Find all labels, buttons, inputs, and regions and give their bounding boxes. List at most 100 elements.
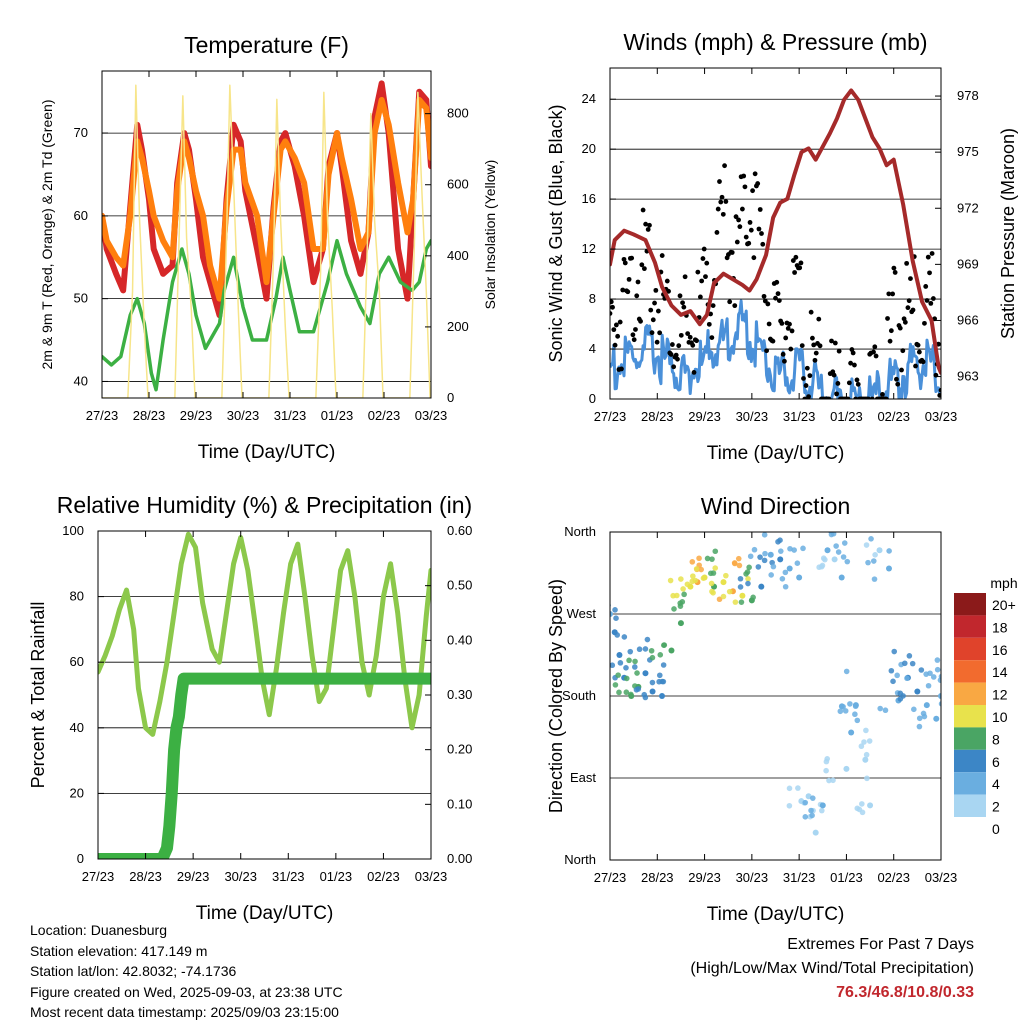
direction-point [866,738,873,744]
x-tick-label: 03/23 [925,409,958,424]
extremes-values: 76.3/46.8/10.8/0.33 [836,984,974,1001]
winds-y2label: Station Pressure (Maroon) [998,128,1018,339]
direction-point [709,588,715,595]
wind_direction-ylabel: Direction (Colored By Speed) [546,579,566,813]
direction-point [933,715,940,722]
y2-tick-label: 966 [957,312,979,327]
gust-point [695,269,701,275]
direction-point [863,542,870,548]
direction-point [841,540,848,546]
winds-xlabel: Time (Day/UTC) [707,443,845,464]
temperature-title: Temperature (F) [184,32,349,58]
direction-point [886,548,892,554]
direction-point [904,675,910,682]
x-tick-label: 27/23 [82,869,115,884]
y-tick-label: 70 [74,125,88,140]
direction-point [809,795,816,801]
wind_direction-frame [609,531,942,861]
x-tick-label: 27/23 [86,408,119,423]
gust-point [812,357,818,363]
direction-point [720,593,727,600]
x-tick-label: 28/23 [129,869,162,884]
gust-point [904,260,910,266]
gust-point [924,298,930,303]
gust-point [676,343,682,349]
direction-point [743,571,749,577]
gust-point [835,381,841,386]
direction-point [863,751,870,758]
y-tick-label: 50 [74,291,88,306]
gust-point [613,322,619,328]
direction-point [938,693,941,699]
direction-point [761,532,768,538]
direction-point [775,538,781,545]
direction-point [689,559,696,565]
gust-point [776,298,782,304]
direction-point [755,564,762,570]
direction-point [779,576,786,582]
gust-point [910,307,916,313]
legend-label: 8 [992,731,1000,747]
gust-point [737,224,743,230]
direction-point [833,543,839,549]
x-tick-label: 31/23 [272,869,305,884]
direction-point [873,516,879,522]
y-tick-label: 24 [582,91,596,106]
gust-point [846,380,852,386]
gust-point [803,383,809,388]
y2-tick-label: 0.20 [447,742,472,757]
gust-point [612,342,618,348]
direction-point [865,559,871,566]
direction-point [708,580,715,587]
gust-point [850,350,856,356]
gust-point [746,240,752,246]
direction-point [852,702,859,709]
gust-point [751,255,757,261]
x-tick-label: 03/23 [415,408,448,423]
gust-point [920,359,926,365]
direction-point [649,679,656,686]
direction-point [690,573,696,579]
direction-point [837,708,844,715]
direction-point [830,532,837,537]
legend-label: 4 [992,776,1000,792]
solar-insolation-line [102,84,431,398]
direction-point [632,658,638,665]
y2-tick-label: 800 [447,106,469,121]
direction-point [671,606,677,612]
gust-point [650,317,656,323]
direction-point [632,664,638,670]
y2-tick-label: 0 [447,390,454,405]
gust-point [807,373,813,379]
x-tick-label: 30/23 [736,870,769,885]
direction-point [627,648,634,655]
x-tick-label: 31/23 [783,870,816,885]
gust-point [913,363,918,369]
gust-point [925,254,931,260]
direction-point [802,799,809,806]
gust-point [671,364,677,370]
direction-point [757,554,763,560]
gust-point [714,230,720,235]
gust-point [759,231,764,236]
legend-swatch [954,772,986,795]
gust-point [722,163,727,169]
x-tick-label: 29/23 [177,869,210,884]
direction-point [916,723,923,730]
gust-point [720,211,726,217]
legend-label: 2 [992,799,1000,815]
gust-point [727,299,733,305]
gust-point [640,207,646,213]
gust-point [645,227,651,232]
y2-tick-label: 972 [957,200,979,215]
gust-point [723,199,729,204]
direction-point [835,549,842,555]
direction-point [770,563,777,570]
x-tick-label: 03/23 [415,869,448,884]
direction-point [831,556,838,563]
direction-point [657,652,664,658]
direction-point [796,574,803,581]
x-tick-label: 28/23 [641,409,674,424]
gust-point [905,305,911,311]
direction-point [819,562,826,569]
